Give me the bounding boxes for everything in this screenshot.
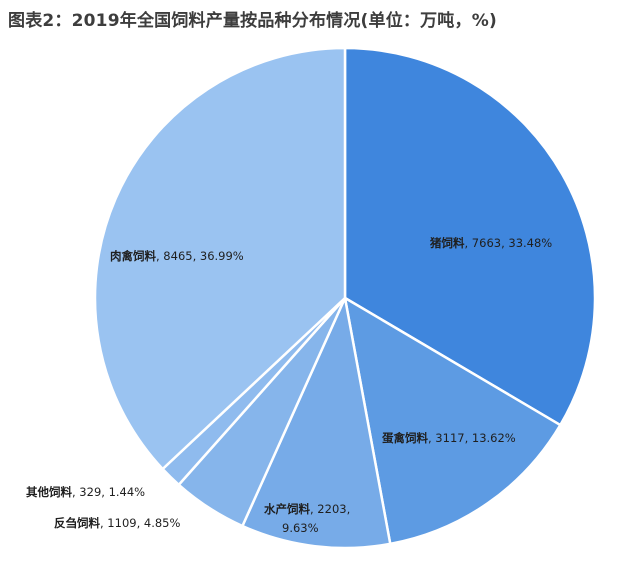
slice-label: 蛋禽饲料, 3117, 13.62%: [382, 431, 516, 445]
slice-label-name: 猪饲料: [429, 236, 465, 250]
slice-label-name: 水产饲料: [264, 502, 310, 516]
pie-slice: [343, 295, 563, 546]
pie-slice: [343, 46, 597, 427]
slice-label: 其他饲料, 329, 1.44%: [26, 485, 145, 499]
slice-label-value: , 329, 1.44%: [72, 485, 145, 499]
slice-label-name: 反刍饲料: [54, 516, 100, 530]
slice-label-value: , 2203,: [310, 502, 350, 516]
slice-label: 水产饲料, 2203, 9.63%: [264, 502, 350, 535]
slice-label: 反刍饲料, 1109, 4.85%: [54, 516, 180, 530]
pie-slice: [93, 46, 347, 471]
slice-label-percent: 9.63%: [282, 521, 319, 535]
slice-label: 猪饲料, 7663, 33.48%: [429, 236, 552, 250]
slice-label-name: 肉禽饲料: [110, 249, 156, 263]
slice-label-value: , 8465, 36.99%: [156, 249, 244, 263]
slice-label: 肉禽饲料, 8465, 36.99%: [110, 249, 244, 263]
chart-title: 图表2：2019年全国饲料产量按品种分布情况(单位：万吨，%): [8, 11, 497, 31]
slice-label-value: , 7663, 33.48%: [465, 236, 553, 250]
slice-label-value: , 3117, 13.62%: [428, 431, 516, 445]
slice-label-name: 蛋禽饲料: [382, 431, 428, 445]
slice-label-name: 其他饲料: [26, 485, 72, 499]
slice-label-value: , 1109, 4.85%: [100, 516, 180, 530]
pie-slice: [240, 293, 392, 550]
